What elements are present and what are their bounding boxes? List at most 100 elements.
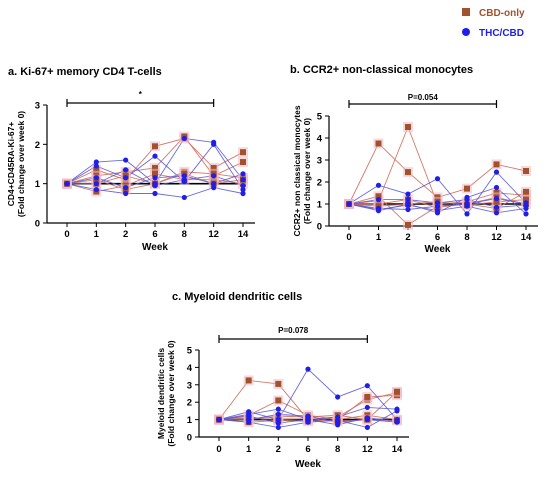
y-axis-label-line: (Fold change over week 0) [302,118,312,224]
data-point-thc-cbd [211,185,217,191]
data-point-cbd-only [405,221,411,228]
x-tick-label: 12 [491,232,502,243]
chart-title: c. Myeloid dendritic cells [172,291,302,303]
data-point-thc-cbd [493,195,500,202]
data-point-thc-cbd [523,201,529,207]
data-point-thc-cbd [123,185,129,191]
y-axis-label-line: Myeloid dendritic cells [156,348,166,439]
x-tick-label: 8 [464,232,469,243]
data-point-thc-cbd [123,175,129,181]
x-tick-label: 1 [246,444,252,455]
data-point-thc-cbd [123,157,129,163]
data-point-thc-cbd [246,413,252,419]
data-point-thc-cbd [240,177,246,183]
data-point-thc-cbd [405,202,411,208]
x-tick-label: 2 [276,444,281,455]
data-point-cbd-only [394,388,400,395]
data-point-thc-cbd [305,417,311,423]
data-point-thc-cbd [240,186,246,193]
data-point-thc-cbd [152,183,158,189]
data-point-thc-cbd [464,211,470,217]
x-tick-label: 12 [362,444,373,455]
data-point-thc-cbd [181,173,187,179]
x-tick-label: 0 [216,444,221,455]
data-point-thc-cbd [464,203,470,209]
data-point-cbd-only [375,193,382,200]
data-point-cbd-only [405,169,411,176]
data-point-thc-cbd [123,167,129,173]
y-tick-label: 2 [317,178,322,189]
y-tick-label: 3 [187,380,192,391]
data-point-cbd-only [275,380,282,387]
significance-label: * [139,90,143,99]
data-point-thc-cbd [375,206,382,213]
data-point-cbd-only [364,393,371,400]
data-point-thc-cbd [275,420,281,426]
y-tick-label: 5 [317,112,323,123]
y-tick-label: 4 [317,134,323,145]
chart-title: b. CCR2+ non-classical monocytes [290,64,473,76]
y-tick-label: 0 [35,219,40,230]
data-point-thc-cbd [64,181,70,187]
data-point-cbd-only [93,166,100,173]
data-point-thc-cbd [364,383,370,389]
y-tick-label: 3 [35,101,40,112]
data-point-thc-cbd [216,417,222,423]
data-point-thc-cbd [434,203,441,209]
y-axis-label-line: (Fold change over week 0) [16,111,26,217]
x-axis-label: Week [142,242,168,253]
data-point-thc-cbd [93,159,99,165]
data-point-thc-cbd [275,406,281,412]
y-axis-label-line: CD4+CD45RA-Ki-67+ [6,122,16,207]
data-point-cbd-only [245,377,252,384]
data-point-cbd-only [523,188,529,195]
data-point-thc-cbd [152,190,158,197]
data-point-thc-cbd [93,175,99,181]
x-tick-label: 1 [376,232,382,243]
data-point-thc-cbd [335,394,341,400]
data-point-cbd-only [493,161,500,168]
x-tick-label: 2 [123,229,128,240]
data-point-thc-cbd [240,183,246,189]
data-point-cbd-only [240,159,246,166]
data-point-cbd-only [523,168,529,174]
data-point-thc-cbd [240,171,246,177]
x-tick-label: 8 [335,444,340,455]
y-tick-label: 0 [187,433,192,444]
x-tick-label: 6 [435,232,440,243]
data-point-thc-cbd [493,204,500,210]
data-point-cbd-only [405,124,411,130]
x-tick-label: 14 [392,444,403,455]
x-tick-label: 0 [346,232,351,243]
y-tick-label: 3 [317,156,322,167]
significance-label: P=0.078 [278,326,309,335]
data-point-cbd-only [152,143,158,150]
y-tick-label: 1 [187,415,193,426]
data-point-thc-cbd [394,418,400,424]
data-point-thc-cbd [493,169,500,175]
data-point-thc-cbd [335,422,341,428]
data-point-thc-cbd [364,404,370,411]
data-point-thc-cbd [493,210,500,216]
chart-title: a. Ki-67+ memory CD4 T-cells [8,66,162,78]
data-point-thc-cbd [523,205,529,211]
legend-label: THC/CBD [479,28,524,39]
data-point-cbd-only [275,397,282,404]
y-tick-label: 4 [187,363,193,374]
significance-label: P=0.054 [408,93,439,102]
x-tick-label: 8 [182,229,187,240]
legend-label: CBD-only [479,8,525,19]
y-tick-label: 1 [317,200,323,211]
data-point-thc-cbd [93,186,99,193]
data-point-thc-cbd [405,206,411,213]
legend-marker [462,28,470,36]
x-tick-label: 14 [238,229,249,240]
legend-marker [462,8,470,16]
data-point-thc-cbd [181,177,187,183]
data-point-cbd-only [523,196,529,203]
data-point-cbd-only [152,164,158,171]
data-point-thc-cbd [335,417,341,424]
data-point-thc-cbd [152,153,158,159]
data-point-thc-cbd [181,135,187,142]
